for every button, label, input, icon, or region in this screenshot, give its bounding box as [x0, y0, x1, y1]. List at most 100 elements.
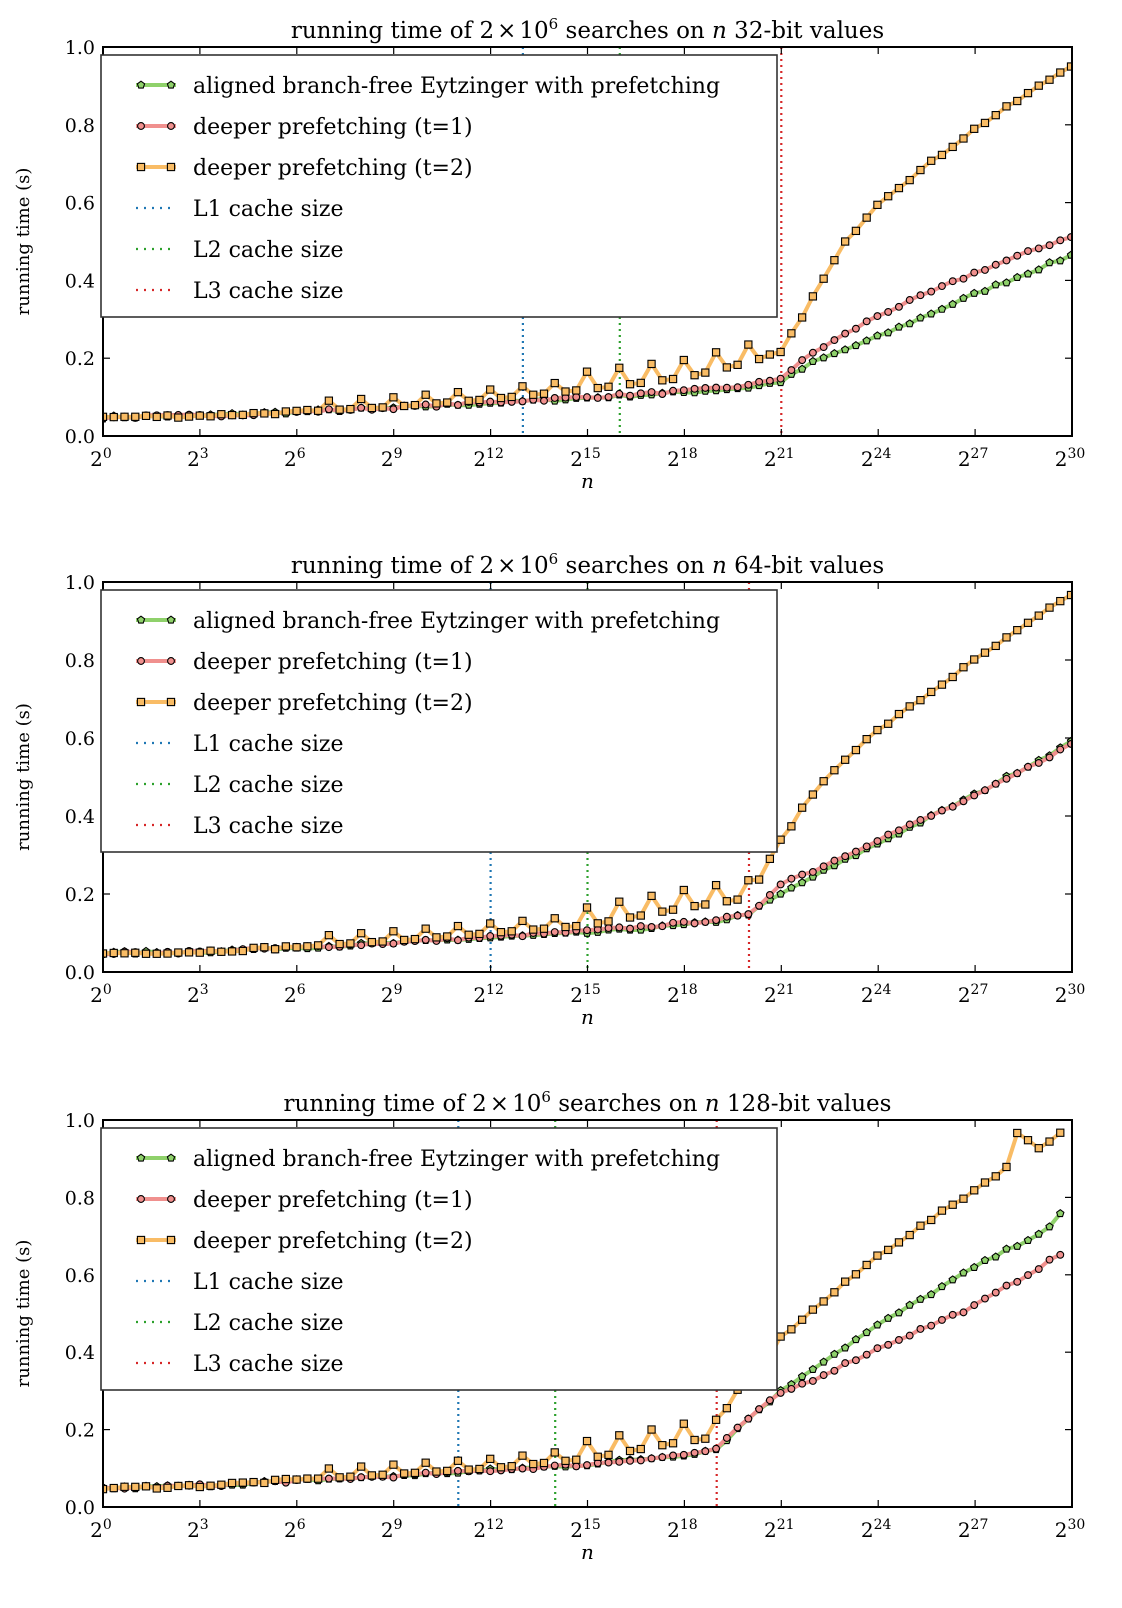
y-tick-label: 1.0 [65, 37, 95, 59]
series-3-point [636, 911, 645, 920]
series-3-point [550, 378, 559, 388]
x-tick-label: 29 [381, 982, 403, 1007]
series-3-point [851, 1270, 861, 1279]
legend-label: L1 cache size [193, 197, 343, 222]
series-3-point [475, 395, 484, 405]
series-3-point [389, 927, 398, 936]
series-3-point [281, 1474, 291, 1484]
series-3-point [927, 1215, 936, 1225]
series-3-point [1013, 626, 1022, 635]
series-3-point [518, 1451, 527, 1460]
series-3-point [948, 672, 957, 682]
series-2-point [894, 302, 903, 311]
series-3-point [582, 1436, 592, 1446]
series-2-point [938, 282, 946, 291]
series-3-point [679, 1419, 688, 1428]
series-2-point [647, 923, 656, 931]
series-2-point [819, 343, 828, 352]
series-2-point [1002, 1281, 1011, 1290]
series-2-point [884, 307, 893, 316]
series-3-point [292, 943, 301, 952]
series-3-point [303, 1474, 312, 1483]
series-1-point [991, 280, 1000, 289]
series-2-point [658, 922, 667, 931]
series-2-point [615, 923, 624, 932]
series-3-point [152, 412, 161, 422]
series-3-point [109, 1483, 118, 1493]
series-2-point [690, 384, 699, 393]
series-3-point [1002, 633, 1011, 642]
series-3-point [830, 1288, 839, 1297]
series-3-point [711, 348, 721, 357]
series-3-point [819, 777, 828, 786]
series-3-point [970, 1186, 979, 1195]
series-3-point [120, 949, 129, 958]
series-3-point [722, 1404, 731, 1413]
series-3-point [486, 1454, 495, 1463]
series-3-point [744, 876, 753, 885]
series-2-point [916, 816, 925, 824]
legend-label: L2 cache size [193, 238, 343, 263]
series-3-point [862, 213, 871, 222]
series-2-point [604, 1458, 613, 1467]
legend-marker [166, 1235, 176, 1245]
series-2-point [518, 932, 527, 941]
series-3-point [754, 354, 764, 364]
y-tick-label: 0.2 [65, 884, 95, 906]
series-3-point [206, 946, 215, 955]
series-3-point [916, 165, 925, 175]
series-3-point [701, 900, 710, 909]
series-3-point [711, 880, 721, 890]
series-2-point [851, 847, 860, 856]
y-tick-label: 0.8 [65, 115, 95, 137]
y-tick-label: 0.6 [65, 1265, 95, 1287]
series-3-point [604, 382, 613, 391]
series-1-point [969, 288, 979, 297]
series-3-point [529, 1459, 538, 1469]
series-3-point [1045, 603, 1054, 612]
chart-title: running time of 2 × 106 searches on n 32-b… [291, 15, 884, 44]
legend-box [100, 54, 778, 318]
y-tick-label: 0.0 [65, 962, 95, 984]
chart-title: running time of 2 × 106 searches on n 64-b… [291, 550, 884, 579]
series-3-point [174, 948, 183, 957]
series-1-point [883, 1313, 893, 1322]
chart-title: running time of 2 × 106 searches on n 128-… [284, 1088, 892, 1117]
series-3-point [690, 901, 699, 911]
x-tick-label: 218 [667, 446, 698, 471]
series-2-point [905, 296, 914, 304]
series-2-point [798, 1379, 807, 1388]
x-tick-label: 224 [861, 1517, 892, 1542]
series-3-point [776, 835, 785, 844]
series-1-point [894, 1308, 904, 1317]
series-3-point [152, 949, 161, 958]
series-3-point [894, 1238, 904, 1247]
series-2-point [1034, 1265, 1043, 1273]
series-3-point [862, 734, 871, 744]
series-3-point [959, 663, 968, 672]
series-2-point [765, 1396, 774, 1405]
series-3-point [668, 374, 678, 384]
series-2-point [744, 380, 753, 389]
series-1-point [905, 319, 914, 328]
series-1-point [894, 322, 904, 331]
legend-label: deeper prefetching (t=2) [193, 691, 473, 716]
series-3-point [905, 175, 914, 185]
series-2-point [798, 356, 807, 365]
series-3-point [335, 939, 344, 949]
series-3-point [991, 111, 1000, 120]
series-3-point [529, 925, 538, 934]
series-3-point [453, 1456, 463, 1465]
series-3-point [679, 885, 688, 895]
series-2-point [841, 1359, 850, 1368]
series-3-point [615, 1431, 624, 1440]
series-2-point [991, 1288, 1000, 1297]
x-tick-label: 20 [90, 982, 112, 1007]
legend-marker [136, 615, 146, 624]
series-3-point [410, 934, 420, 944]
series-1-point [808, 1364, 818, 1373]
y-tick-label: 0.8 [65, 1187, 95, 1209]
series-3-point [819, 274, 828, 283]
series-3-point [593, 1452, 602, 1461]
series-3-point [217, 1480, 226, 1489]
